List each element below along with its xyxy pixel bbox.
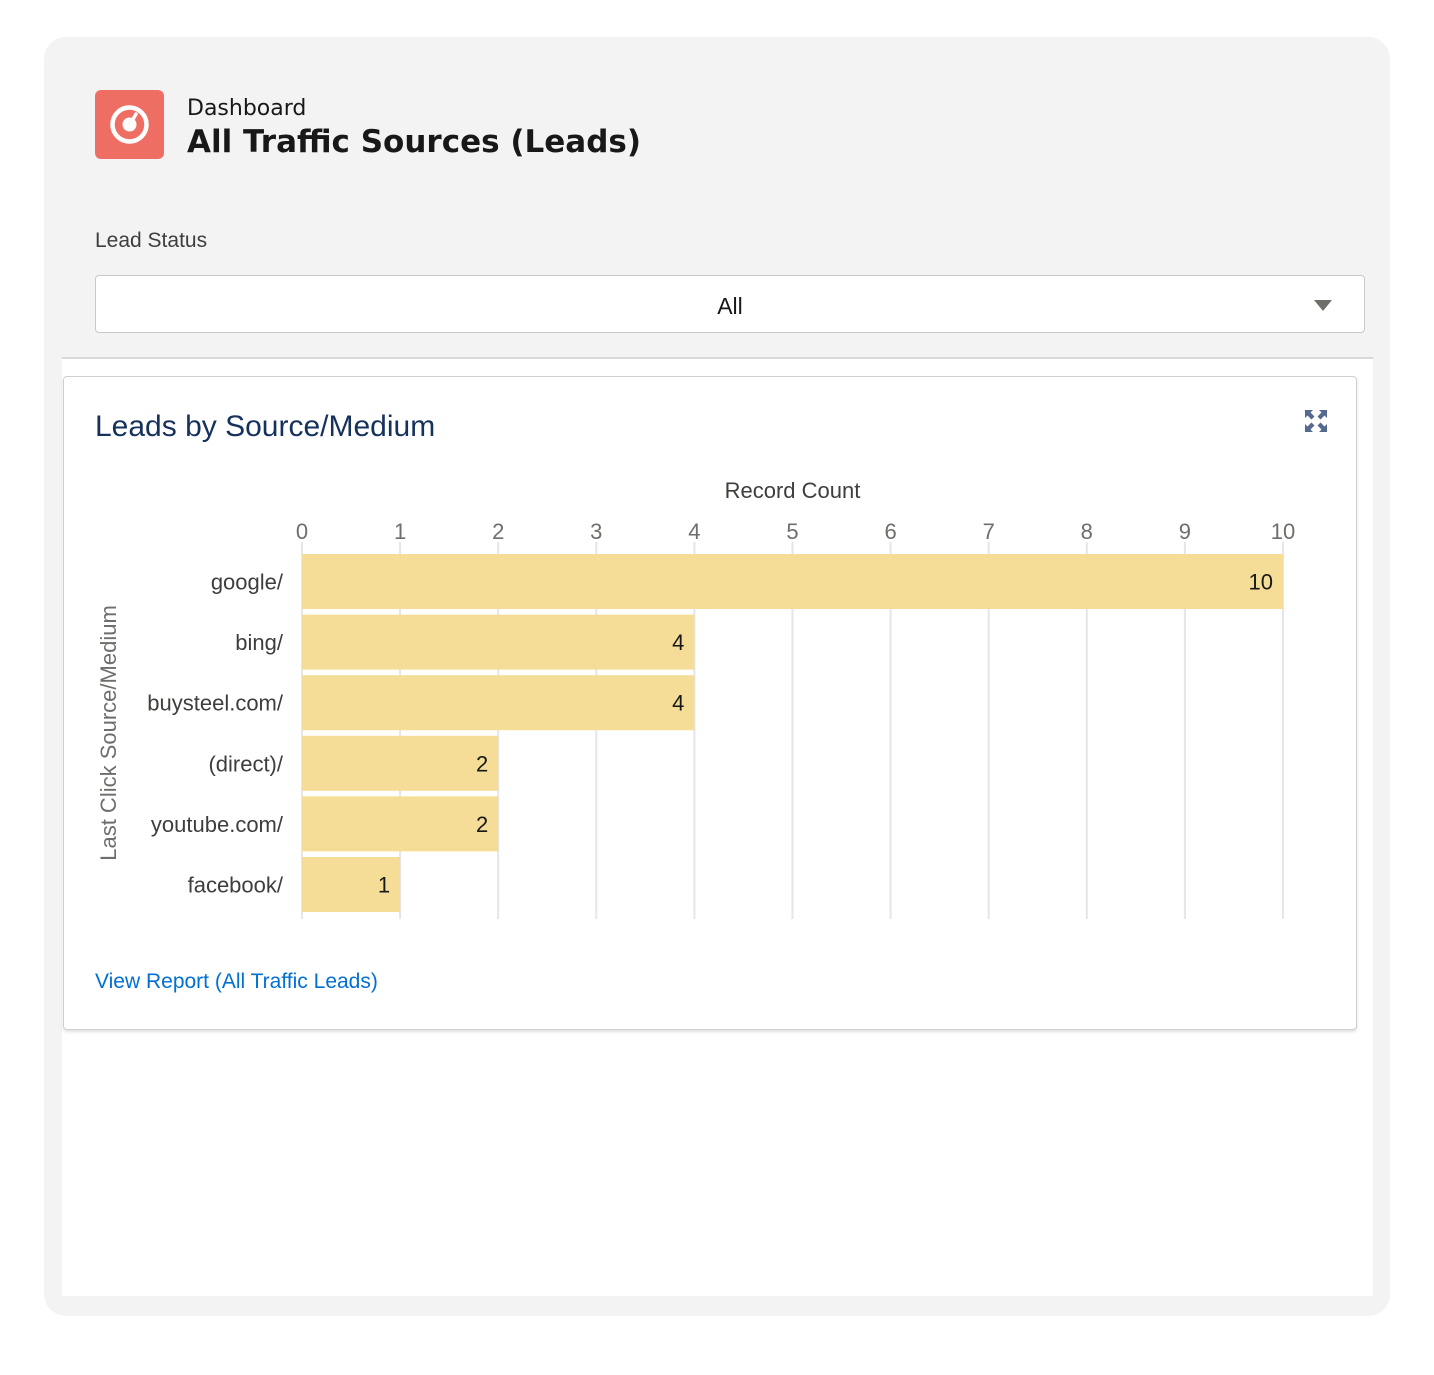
bar-value-label: 2 <box>476 812 488 837</box>
dashboard-gauge-icon <box>95 90 164 159</box>
bar[interactable] <box>302 735 499 791</box>
view-report-link[interactable]: View Report (All Traffic Leads) <box>95 970 378 993</box>
dashboard-frame: Dashboard All Traffic Sources (Leads) Le… <box>44 37 1390 1316</box>
expand-icon[interactable] <box>1304 409 1328 438</box>
x-axis-title: Record Count <box>725 478 861 503</box>
x-tick-label: 4 <box>688 519 700 544</box>
page-title: All Traffic Sources (Leads) <box>187 124 642 160</box>
y-axis-title: Last Click Source/Medium <box>96 605 121 861</box>
y-category-label: facebook/ <box>188 873 284 898</box>
lead-status-label: Lead Status <box>95 229 208 252</box>
y-category-label: buysteel.com/ <box>147 691 284 716</box>
bar[interactable] <box>302 796 499 852</box>
x-tick-label: 3 <box>590 519 602 544</box>
x-tick-label: 2 <box>492 519 504 544</box>
bar[interactable] <box>302 675 695 731</box>
y-category-label: (direct)/ <box>208 751 283 776</box>
x-tick-label: 6 <box>884 519 896 544</box>
bar-value-label: 2 <box>476 751 488 776</box>
bar-value-label: 4 <box>672 630 684 655</box>
chevron-down-icon <box>1314 299 1332 317</box>
section-divider <box>62 357 1373 359</box>
lead-status-select[interactable]: All <box>95 275 1365 333</box>
bar-chart: 0 1 2 3 4 5 6 7 8 9 10 google/10 bing/4 buysteel.com/… <box>96 478 1295 919</box>
x-tick-label: 8 <box>1081 519 1093 544</box>
header-label: Dashboard <box>187 96 307 121</box>
x-tick-label: 5 <box>786 519 798 544</box>
y-category-label: bing/ <box>235 630 284 655</box>
bar[interactable] <box>302 614 695 670</box>
x-tick-label: 9 <box>1179 519 1191 544</box>
chart-card: Leads by Source/Medium 0 1 2 3 4 5 6 7 8 9 10 googl… <box>63 376 1357 1030</box>
bar-value-label: 10 <box>1249 570 1273 595</box>
x-tick-label: 7 <box>983 519 995 544</box>
card-title: Leads by Source/Medium <box>95 410 436 443</box>
y-category-label: google/ <box>211 570 284 595</box>
bar-value-label: 1 <box>378 873 390 898</box>
bar-value-label: 4 <box>672 691 684 716</box>
bar[interactable] <box>302 857 401 912</box>
x-tick-label: 0 <box>296 519 308 544</box>
header-text: Dashboard All Traffic Sources (Leads) <box>187 96 641 162</box>
bar[interactable] <box>302 554 1283 609</box>
lead-status-value: All <box>717 293 743 319</box>
y-category-label: youtube.com/ <box>151 812 284 837</box>
dashboard-content: Leads by Source/Medium 0 1 2 3 4 5 6 7 8 9 10 googl… <box>62 359 1373 1296</box>
x-tick-label: 10 <box>1271 519 1295 544</box>
x-tick-label: 1 <box>394 519 406 544</box>
